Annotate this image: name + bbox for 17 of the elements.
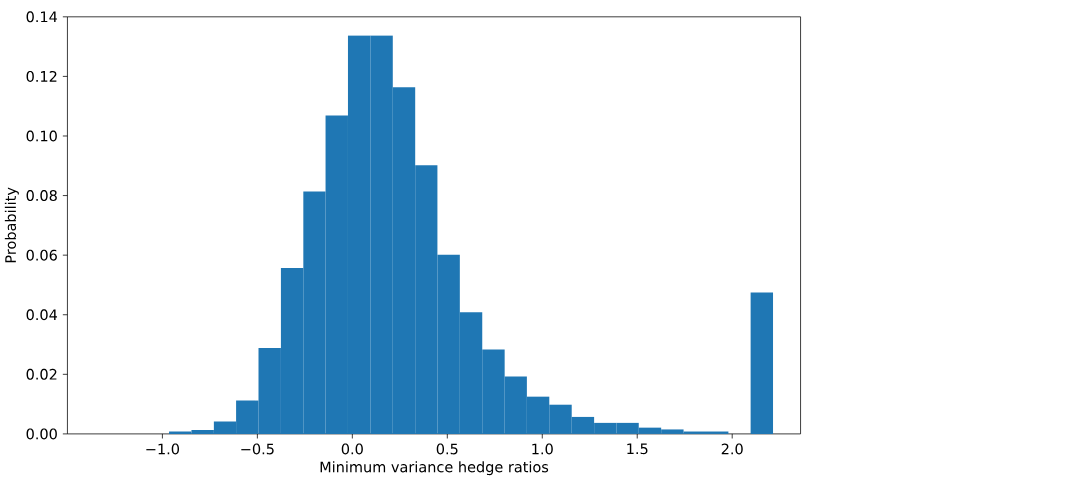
y-tick-label: 0.14 — [26, 11, 58, 23]
y-tick-label: 0.08 — [26, 190, 57, 202]
x-tick-label: −0.5 — [241, 443, 274, 455]
x-axis-title: Minimum variance hedge ratios — [320, 461, 549, 476]
x-tick-label: 0.0 — [341, 443, 363, 455]
y-tick-label: 0.10 — [26, 130, 57, 142]
y-tick-label: 0.12 — [26, 71, 57, 83]
x-tick-label: 2.0 — [721, 443, 743, 455]
x-tick-label: 1.5 — [627, 443, 648, 455]
x-tick-label: −1.0 — [146, 443, 180, 455]
x-tick-label: 0.5 — [436, 443, 458, 455]
y-axis-title: Probability — [4, 187, 19, 263]
x-tick-label: 1.0 — [532, 443, 553, 455]
y-tick-label: 0.02 — [26, 369, 57, 380]
y-tick-label: 0.04 — [26, 309, 58, 321]
y-tick-label: 0.00 — [26, 428, 57, 440]
y-tick-label: 0.06 — [26, 249, 57, 261]
